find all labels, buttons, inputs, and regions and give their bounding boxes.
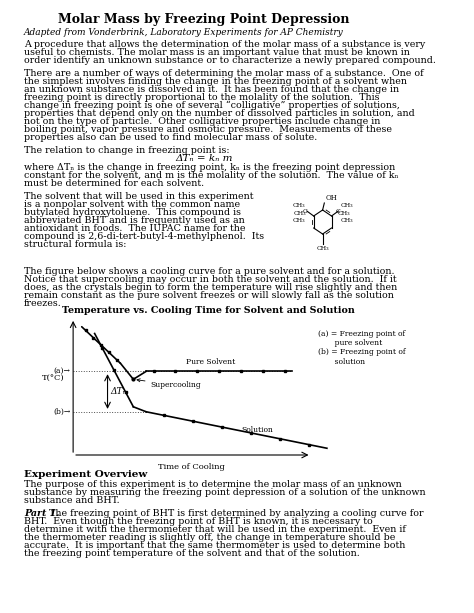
Text: where ΔTₙ is the change in freezing point, kₙ is the freezing point depression: where ΔTₙ is the change in freezing poin… <box>24 163 395 172</box>
Text: The freezing point of BHT is first determined by analyzing a cooling curve for: The freezing point of BHT is first deter… <box>46 509 423 518</box>
Text: ΔTₙ: ΔTₙ <box>110 387 126 396</box>
Text: C: C <box>336 208 341 213</box>
Text: A procedure that allows the determination of the molar mass of a substance is ve: A procedure that allows the determinatio… <box>24 40 425 49</box>
Text: remain constant as the pure solvent freezes or will slowly fall as the solution: remain constant as the pure solvent free… <box>24 291 394 300</box>
Text: constant for the solvent, and m is the molality of the solution.  The value of k: constant for the solvent, and m is the m… <box>24 171 399 180</box>
Text: The solvent that will be used in this experiment: The solvent that will be used in this ex… <box>24 192 254 201</box>
Text: ΔTₙ = kₙ m: ΔTₙ = kₙ m <box>175 154 233 163</box>
Text: substance and BHT.: substance and BHT. <box>24 496 120 505</box>
Text: change in freezing point is one of several “colligative” properties of solutions: change in freezing point is one of sever… <box>24 101 400 110</box>
Text: not on the type of particle.  Other colligative properties include change in: not on the type of particle. Other colli… <box>24 117 381 126</box>
Text: OH: OH <box>325 194 337 202</box>
Text: butylated hydroxytoluene.  This compound is: butylated hydroxytoluene. This compound … <box>24 208 241 217</box>
Text: Notice that supercooling may occur in both the solvent and the solution.  If it: Notice that supercooling may occur in bo… <box>24 275 397 284</box>
Text: properties also can be used to find molecular mass of solute.: properties also can be used to find mole… <box>24 133 317 142</box>
Text: useful to chemists. The molar mass is an important value that must be known in: useful to chemists. The molar mass is an… <box>24 48 410 57</box>
Text: Experiment Overview: Experiment Overview <box>24 470 147 479</box>
Text: (a)→: (a)→ <box>54 367 71 375</box>
Text: CH₃: CH₃ <box>316 246 329 251</box>
Text: Time of Cooling: Time of Cooling <box>158 463 225 471</box>
Text: Solution: Solution <box>241 426 273 434</box>
Text: Adapted from Vonderbrink, Laboratory Experiments for AP Chemistry: Adapted from Vonderbrink, Laboratory Exp… <box>24 28 344 37</box>
Text: T(°C): T(°C) <box>42 373 64 381</box>
Text: Molar Mass by Freezing Point Depression: Molar Mass by Freezing Point Depression <box>58 13 350 26</box>
Text: determine it with the thermometer that will be used in the experiment.  Even if: determine it with the thermometer that w… <box>24 525 406 534</box>
Text: CH₃: CH₃ <box>294 210 307 216</box>
Text: boiling point, vapor pressure and osmotic pressure.  Measurements of these: boiling point, vapor pressure and osmoti… <box>24 125 392 134</box>
Text: BHT.  Even though the freezing point of BHT is known, it is necessary to: BHT. Even though the freezing point of B… <box>24 517 373 526</box>
Text: Pure Solvent: Pure Solvent <box>186 359 236 367</box>
Text: Part 1.: Part 1. <box>24 509 60 518</box>
Text: CH₃: CH₃ <box>292 218 305 223</box>
Text: freezes.: freezes. <box>24 299 62 308</box>
Text: There are a number of ways of determining the molar mass of a substance.  One of: There are a number of ways of determinin… <box>24 69 424 78</box>
Text: the thermometer reading is slightly off, the change in temperature should be: the thermometer reading is slightly off,… <box>24 533 395 542</box>
Text: structural formula is:: structural formula is: <box>24 240 127 249</box>
Text: must be determined for each solvent.: must be determined for each solvent. <box>24 179 204 188</box>
Text: The figure below shows a cooling curve for a pure solvent and for a solution.: The figure below shows a cooling curve f… <box>24 267 394 276</box>
Text: CH₃: CH₃ <box>338 210 350 216</box>
Text: accurate.  It is important that the same thermometer is used to determine both: accurate. It is important that the same … <box>24 541 405 550</box>
Text: an unknown substance is dissolved in it.  It has been found that the change in: an unknown substance is dissolved in it.… <box>24 85 399 94</box>
Text: substance by measuring the freezing point depression of a solution of the unknow: substance by measuring the freezing poin… <box>24 488 426 497</box>
Text: is a nonpolar solvent with the common name: is a nonpolar solvent with the common na… <box>24 200 240 209</box>
Text: Supercooling: Supercooling <box>137 379 201 389</box>
Text: The purpose of this experiment is to determine the molar mass of an unknown: The purpose of this experiment is to det… <box>24 480 402 489</box>
Text: C: C <box>303 208 308 213</box>
Text: the simplest involves finding the change in the freezing point of a solvent when: the simplest involves finding the change… <box>24 77 407 86</box>
Text: Temperature vs. Cooling Time for Solvent and Solution: Temperature vs. Cooling Time for Solvent… <box>62 306 355 315</box>
Text: CH₃: CH₃ <box>340 218 353 223</box>
Text: does, as the crystals begin to form the temperature will rise slightly and then: does, as the crystals begin to form the … <box>24 283 397 292</box>
Text: abbreviated BHT and is frequently used as an: abbreviated BHT and is frequently used a… <box>24 216 245 225</box>
Text: compound is 2,6-di-tert-butyl-4-methylphenol.  Its: compound is 2,6-di-tert-butyl-4-methylph… <box>24 232 264 241</box>
Text: CH₃: CH₃ <box>292 203 305 208</box>
Text: (b)→: (b)→ <box>53 408 71 416</box>
Text: The relation to change in freezing point is:: The relation to change in freezing point… <box>24 146 230 155</box>
Text: properties that depend only on the number of dissolved particles in solution, an: properties that depend only on the numbe… <box>24 109 415 118</box>
Text: antioxidant in foods.  The IUPAC name for the: antioxidant in foods. The IUPAC name for… <box>24 224 246 233</box>
Text: (a) = Freezing point of
       pure solvent
(b) = Freezing point of
       solut: (a) = Freezing point of pure solvent (b)… <box>319 330 406 365</box>
Text: order identify an unknown substance or to characterize a newly prepared compound: order identify an unknown substance or t… <box>24 56 436 65</box>
Text: freezing point is directly proportional to the molality of the solution.  This: freezing point is directly proportional … <box>24 93 380 102</box>
Text: CH₃: CH₃ <box>340 203 353 208</box>
Text: the freezing point temperature of the solvent and that of the solution.: the freezing point temperature of the so… <box>24 549 360 558</box>
